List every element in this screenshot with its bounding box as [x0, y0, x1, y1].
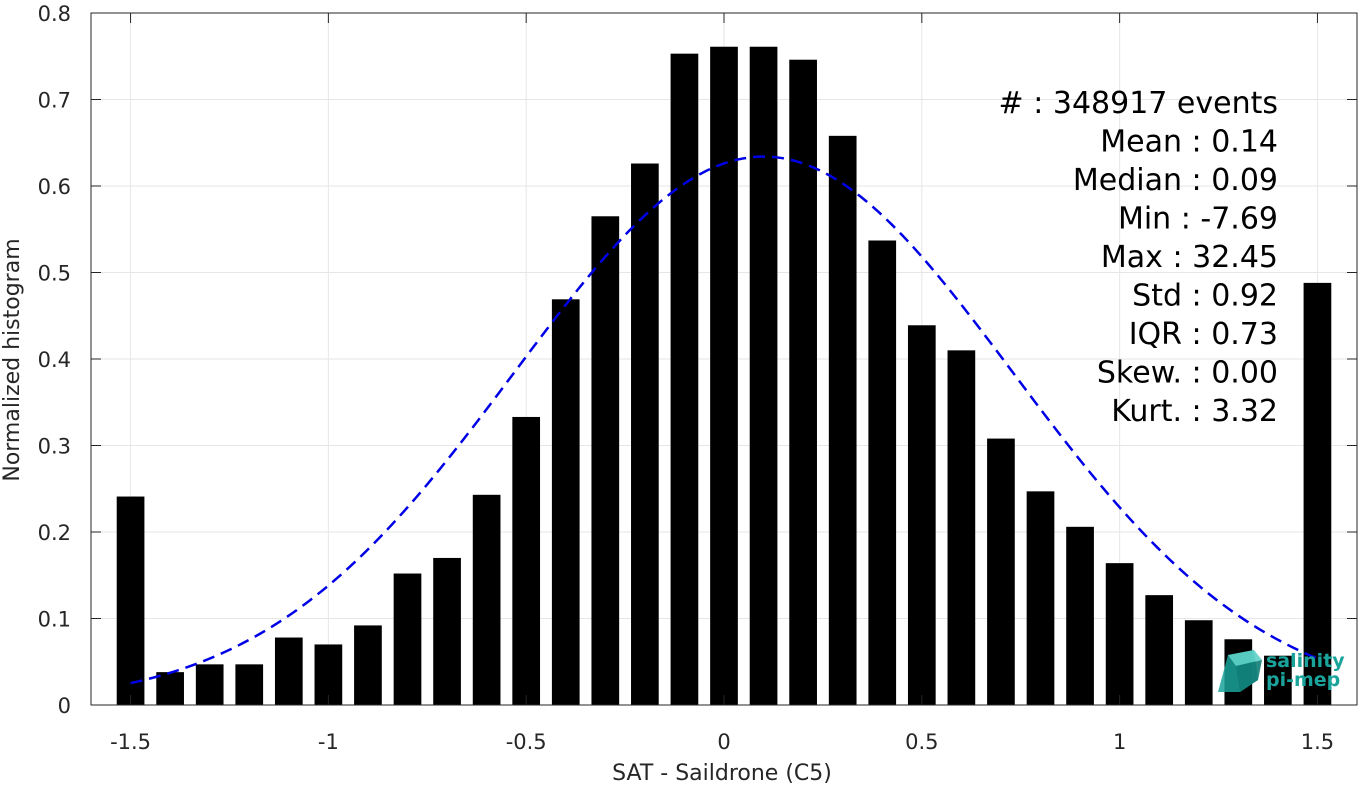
x-tick-label: -0.5	[506, 730, 547, 754]
histogram-bar	[710, 46, 738, 706]
y-tick-label: 0.7	[38, 89, 71, 113]
y-tick-label: 0.8	[38, 2, 71, 26]
histogram-bar	[433, 557, 461, 705]
gaussian-fit-curve	[130, 155, 1318, 685]
histogram-bar	[354, 625, 382, 705]
x-tick-label: 1	[1113, 730, 1126, 754]
histogram-bar	[947, 350, 976, 705]
y-tick-label: 0	[58, 694, 71, 718]
histogram-bar	[551, 299, 580, 705]
histogram-bar	[631, 163, 659, 705]
histogram-bar	[1105, 563, 1134, 705]
histogram-bar	[670, 53, 699, 705]
histogram-bar	[195, 664, 224, 705]
histogram-bar	[156, 672, 184, 705]
histogram-bar	[987, 438, 1015, 705]
histogram-bar	[116, 496, 145, 705]
cube-logo-icon	[1218, 650, 1262, 692]
stat-line: Max : 32.45	[1101, 240, 1278, 275]
histogram-bar	[828, 135, 857, 705]
x-tick-label: 1.5	[1301, 730, 1334, 754]
histogram-bar	[868, 240, 897, 705]
x-tick-label: 0	[717, 730, 730, 754]
histogram-bar	[749, 46, 778, 706]
histogram-bar	[591, 216, 620, 705]
stat-line: Median : 0.09	[1073, 163, 1278, 198]
y-tick-label: 0.4	[38, 348, 71, 372]
logo-text-line2: pi-mep	[1266, 669, 1340, 691]
histogram-bar	[274, 637, 303, 705]
x-tick-label: -1.5	[110, 730, 151, 754]
histogram-bar	[512, 416, 541, 705]
histogram-bar	[314, 644, 343, 705]
histogram-bar	[235, 664, 264, 705]
logo-text-line1: salinity	[1266, 650, 1345, 672]
histogram-bar	[472, 494, 501, 705]
histogram-bar	[1184, 620, 1213, 705]
x-tick-label: -1	[318, 730, 339, 754]
y-axis-label: Normalized histogram	[0, 238, 25, 481]
y-tick-label: 0.1	[38, 608, 71, 632]
x-axis-ticks: -1.5 -1 -0.5 0 0.5 1 1.5	[110, 13, 1334, 754]
stat-line: IQR : 0.73	[1129, 317, 1278, 352]
stat-line: Mean : 0.14	[1100, 125, 1278, 160]
y-tick-label: 0.3	[38, 435, 71, 459]
y-axis-ticks: 0 0.1 0.2 0.3 0.4 0.5 0.6 0.7 0.8	[38, 2, 1357, 718]
y-tick-label: 0.2	[38, 521, 71, 545]
stat-line: # : 348917 events	[999, 86, 1278, 121]
histogram-bar	[907, 325, 936, 705]
x-axis-label: SAT - Saildrone (C5)	[612, 761, 832, 785]
stat-line: Std : 0.92	[1132, 279, 1278, 314]
histogram-bar	[1303, 282, 1332, 705]
histogram-bar	[1026, 491, 1055, 705]
histogram-bar	[1145, 595, 1174, 705]
stat-line: Kurt. : 3.32	[1111, 394, 1278, 429]
x-tick-label: 0.5	[905, 730, 938, 754]
salinity-pimep-logo: salinity pi-mep	[1218, 650, 1345, 692]
stat-line: Min : -7.69	[1118, 202, 1278, 237]
y-tick-label: 0.6	[38, 175, 71, 199]
histogram-bar	[789, 59, 817, 705]
histogram-bar	[393, 573, 422, 705]
histogram-bar	[1066, 526, 1094, 705]
y-tick-label: 0.5	[38, 262, 71, 286]
histogram-bar	[1264, 655, 1292, 705]
stat-line: Skew. : 0.00	[1097, 356, 1278, 391]
